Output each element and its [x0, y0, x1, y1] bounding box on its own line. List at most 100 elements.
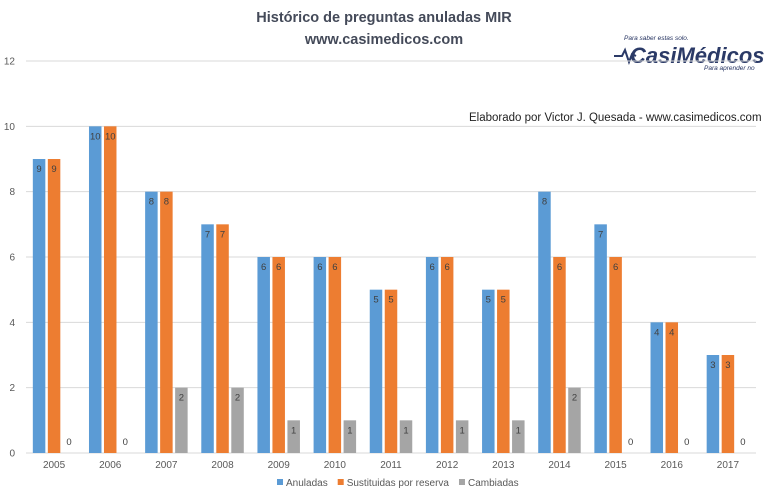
data-label: 5 [388, 295, 393, 306]
bar-sustituidas [216, 224, 229, 453]
data-label: 1 [460, 425, 465, 436]
bar-anuladas [88, 126, 102, 453]
bar-anuladas [201, 224, 214, 453]
bar-sustituidas [384, 289, 398, 453]
bar-anuladas [369, 289, 383, 453]
data-label: 0 [628, 437, 633, 448]
bar-anuladas [32, 159, 46, 453]
credit-text: Elaborado por Victor J. Quesada - www.ca… [469, 112, 762, 124]
heartbeat-icon [614, 47, 637, 65]
x-tick-label: 2006 [99, 460, 122, 471]
data-label: 1 [291, 425, 296, 436]
bar-anuladas [650, 322, 664, 453]
y-tick-label: 4 [9, 318, 15, 329]
legend-swatch [337, 479, 344, 485]
x-tick-label: 2007 [155, 460, 178, 471]
bar-anuladas [425, 257, 439, 453]
legend-label: Cambiadas [468, 478, 519, 489]
data-label: 7 [598, 229, 603, 240]
data-label: 7 [205, 229, 210, 240]
data-label: 0 [684, 437, 689, 448]
data-label: 0 [123, 437, 128, 448]
bar-anuladas [594, 224, 607, 453]
data-label: 8 [542, 197, 547, 208]
y-tick-label: 8 [9, 187, 15, 198]
bar-anuladas [257, 257, 270, 453]
y-tick-label: 6 [9, 253, 15, 264]
bar-sustituidas [553, 257, 566, 453]
data-label: 1 [403, 425, 408, 436]
legend: Anuladas Sustituidas por reserva Cambiadas [277, 478, 519, 489]
bar-cambiadas [455, 420, 469, 453]
data-label: 10 [105, 131, 116, 142]
bar-sustituidas [497, 289, 510, 453]
data-label: 6 [613, 262, 618, 273]
data-label: 0 [740, 437, 745, 448]
x-tick-label: 2010 [324, 460, 347, 471]
bar-cambiadas [512, 420, 525, 453]
data-label: 4 [669, 327, 674, 338]
bar-cambiadas [399, 420, 413, 453]
y-tick-label: 2 [9, 383, 15, 394]
bar-sustituidas [47, 159, 61, 453]
bar-anuladas [313, 257, 327, 453]
x-tick-label: 2008 [211, 460, 234, 471]
x-tick-label: 2013 [492, 460, 515, 471]
data-label: 10 [90, 131, 101, 142]
data-label: 9 [51, 164, 56, 175]
data-label: 6 [445, 262, 450, 273]
bar-sustituidas [272, 257, 285, 453]
data-label: 1 [516, 425, 521, 436]
data-label: 5 [486, 295, 491, 306]
bar-sustituidas [721, 355, 735, 453]
data-label: 4 [654, 327, 659, 338]
logo-top-text: Para saber estas solo. [624, 35, 689, 42]
data-label: 0 [66, 437, 71, 448]
logo-brand: CasiMédicos [630, 43, 765, 68]
data-label: 1 [347, 425, 352, 436]
bar-anuladas [706, 355, 720, 453]
data-label: 3 [710, 360, 715, 371]
legend-swatch [277, 479, 283, 485]
x-tick-label: 2005 [43, 460, 66, 471]
bars-group [32, 126, 735, 453]
bar-anuladas [538, 191, 551, 453]
chart-subtitle: www.casimedicos.com [304, 32, 463, 48]
y-tick-label: 0 [9, 449, 15, 460]
data-label: 3 [725, 360, 730, 371]
y-tick-label: 12 [4, 57, 16, 68]
data-label: 5 [373, 295, 378, 306]
bar-sustituidas [609, 257, 622, 453]
data-label: 8 [149, 197, 154, 208]
data-label: 5 [501, 295, 506, 306]
bar-sustituidas [440, 257, 454, 453]
legend-label: Anuladas [286, 478, 328, 489]
legend-label: Sustituidas por reserva [347, 478, 450, 489]
x-tick-label: 2014 [548, 460, 571, 471]
x-tick-label: 2012 [436, 460, 459, 471]
x-tick-label: 2016 [661, 460, 684, 471]
bar-sustituidas [160, 191, 173, 453]
data-label: 2 [179, 393, 184, 404]
data-label: 7 [220, 229, 225, 240]
y-tick-label: 10 [4, 122, 16, 133]
legend-swatch [458, 479, 465, 485]
x-tick-label: 2015 [604, 460, 627, 471]
logo-bottom-text: Para aprender no [704, 65, 755, 72]
bar-cambiadas [231, 387, 244, 453]
x-tick-label: 2009 [268, 460, 291, 471]
x-tick-label: 2017 [717, 460, 740, 471]
y-axis-ticks: 0 2 4 6 8 10 12 [4, 57, 16, 460]
data-label: 6 [430, 262, 435, 273]
data-label: 6 [261, 262, 266, 273]
data-label: 2 [572, 393, 577, 404]
bar-anuladas [482, 289, 495, 453]
bar-cambiadas [343, 420, 357, 453]
data-label: 6 [276, 262, 281, 273]
data-label: 6 [332, 262, 337, 273]
chart-title: Histórico de preguntas anuladas MIR [256, 10, 512, 26]
data-label: 8 [164, 197, 169, 208]
bar-cambiadas [568, 387, 581, 453]
